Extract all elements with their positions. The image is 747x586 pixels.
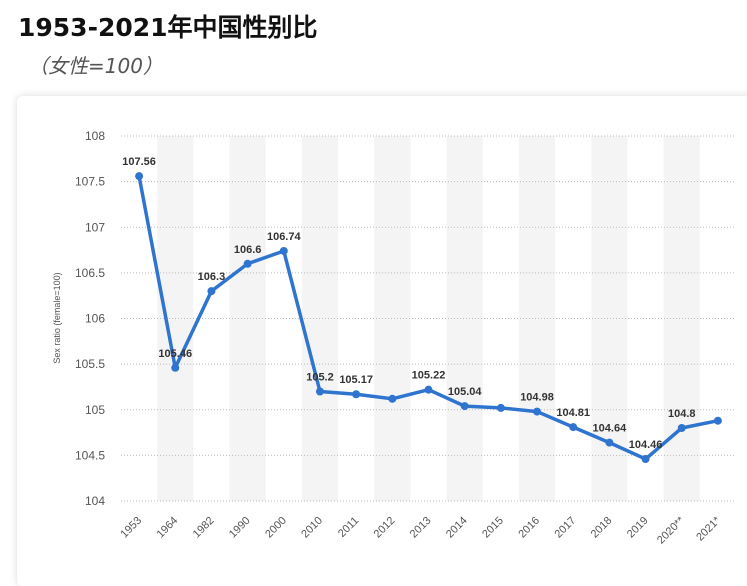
point — [533, 407, 542, 416]
y-tick-label: 107 — [85, 220, 105, 234]
data-label: 106.3 — [198, 271, 226, 283]
x-tick-label: 2014 — [444, 515, 470, 541]
point — [677, 424, 686, 432]
data-label: 104.46 — [629, 439, 663, 451]
x-tick-label: 2010 — [299, 515, 325, 541]
x-tick-label: 2021* — [694, 514, 723, 543]
y-tick-label: 105.5 — [75, 357, 105, 371]
point — [243, 259, 252, 268]
data-label: 105.46 — [158, 348, 192, 360]
x-tick-label: 2000 — [263, 515, 289, 541]
data-label: 104.81 — [556, 407, 590, 419]
x-tick-label: 2020** — [655, 514, 687, 546]
y-tick-label: 104.5 — [75, 448, 105, 462]
point — [641, 455, 650, 464]
data-label: 105.17 — [339, 374, 373, 386]
x-tick-label: 2011 — [336, 515, 361, 540]
x-tick-label: 1964 — [155, 515, 181, 541]
point — [496, 403, 505, 412]
data-label: 105.2 — [306, 372, 334, 384]
x-tick-label: 2013 — [408, 515, 434, 541]
data-label: 107.56 — [122, 156, 156, 168]
point — [279, 246, 288, 255]
page: 1953-2021年中国性别比 （女性=100） Sex ratio (fema… — [18, 13, 736, 547]
point — [388, 394, 397, 403]
column-band — [446, 136, 483, 501]
y-tick-label: 107.5 — [75, 175, 105, 189]
x-tick-label: 2015 — [480, 515, 506, 541]
x-tick-label: 2017 — [553, 515, 579, 541]
x-tick-label: 1953 — [118, 515, 144, 541]
point — [171, 363, 180, 372]
data-label: 106.74 — [267, 231, 302, 243]
chart: Sex ratio (female=100) 104 104.5 105 105.5 1… — [52, 129, 736, 546]
y-axis-label: Sex ratio (female=100) — [52, 272, 62, 363]
data-label: 104.98 — [520, 392, 554, 404]
point — [713, 416, 722, 425]
point — [352, 390, 361, 399]
y-tick-label: 106.5 — [75, 266, 105, 280]
line — [137, 175, 719, 461]
data-label: 104.8 — [668, 408, 696, 420]
data-label: 105.04 — [448, 386, 483, 398]
x-tick-label: 1982 — [191, 515, 217, 541]
point — [460, 402, 469, 411]
point — [424, 385, 433, 394]
chart-subtitle: （女性=100） — [28, 54, 163, 78]
y-tick-label: 106 — [85, 312, 105, 326]
point — [569, 423, 578, 432]
column-band — [518, 136, 556, 501]
point — [605, 438, 614, 447]
x-tick-label: 2016 — [516, 515, 542, 541]
column-band — [374, 136, 411, 501]
data-label: 106.6 — [234, 244, 262, 256]
data-label: 105.22 — [412, 370, 446, 382]
chart-title: 1953-2021年中国性别比 — [18, 13, 318, 42]
x-tick-label: 2019 — [625, 515, 651, 541]
point — [207, 287, 216, 296]
y-tick-label: 105 — [85, 403, 105, 417]
x-tick-label: 2012 — [372, 515, 398, 541]
x-tick-label: 2018 — [589, 515, 615, 541]
point — [135, 172, 144, 181]
y-tick-label: 108 — [85, 129, 105, 143]
x-tick-label: 1990 — [227, 515, 253, 541]
data-label: 104.64 — [593, 423, 628, 435]
y-tick-label: 104 — [85, 494, 105, 508]
point — [315, 387, 324, 396]
